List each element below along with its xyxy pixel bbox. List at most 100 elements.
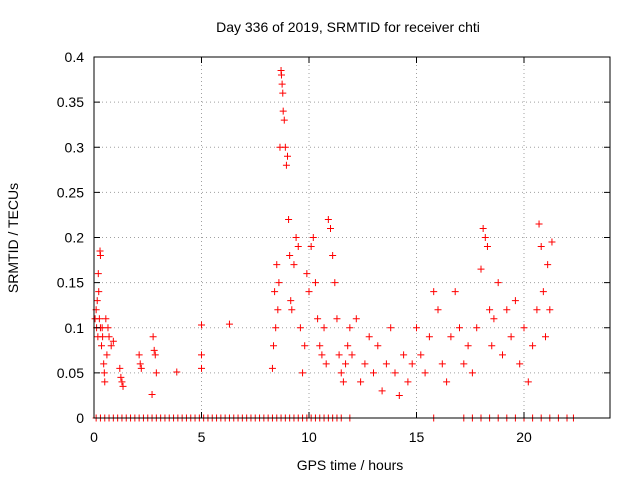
data-point (316, 342, 324, 350)
data-point (137, 364, 145, 372)
data-point (100, 369, 108, 377)
data-point (447, 333, 455, 341)
data-point (456, 324, 463, 332)
data-point (307, 243, 315, 251)
data-points (91, 67, 577, 422)
data-point (309, 234, 317, 241)
data-point (361, 360, 369, 368)
data-point (473, 324, 481, 332)
data-point (546, 306, 554, 314)
data-point (275, 279, 283, 287)
data-point (107, 342, 115, 350)
data-point (486, 306, 494, 314)
data-point (150, 346, 158, 354)
tick-marks (93, 56, 610, 419)
data-point (286, 252, 294, 260)
data-point (96, 252, 104, 260)
data-point (320, 324, 328, 332)
data-point (378, 387, 386, 395)
y-tick-label: 0.3 (65, 139, 85, 155)
data-point (284, 152, 291, 160)
data-point (279, 89, 287, 97)
data-point (280, 116, 288, 124)
data-point (479, 224, 487, 232)
data-point (331, 279, 339, 287)
data-point (387, 324, 395, 332)
data-point (151, 351, 159, 359)
data-point (281, 143, 289, 151)
y-tick-labels: 0 0.05 0.1 0.15 0.2 0.25 0.3 0.35 0.4 (57, 49, 84, 426)
x-tick-label: 10 (301, 429, 317, 445)
data-point (533, 306, 541, 314)
data-point (296, 324, 304, 332)
grid-lines (94, 57, 610, 418)
data-point (152, 369, 160, 377)
data-point (311, 279, 319, 287)
x-axis-title: GPS time / hours (297, 457, 404, 473)
plot-frame (93, 56, 611, 419)
x-tick-label: 5 (198, 429, 206, 445)
data-point (481, 234, 489, 241)
data-point (494, 279, 502, 287)
x-tick-label: 20 (516, 429, 532, 445)
data-point (314, 315, 322, 323)
data-point (288, 306, 296, 314)
data-point (102, 315, 110, 323)
data-point (198, 351, 205, 359)
data-point (94, 270, 102, 278)
data-point (417, 351, 425, 359)
data-point (348, 351, 356, 359)
data-point (430, 288, 438, 296)
data-point (305, 288, 313, 296)
y-axis-title: SRMTID / TECUs (5, 183, 21, 293)
data-point (370, 369, 377, 377)
data-point (451, 288, 459, 296)
data-point (365, 333, 373, 341)
data-point (329, 252, 337, 260)
data-point (520, 324, 528, 332)
data-point (516, 360, 524, 368)
data-point (294, 243, 302, 251)
y-tick-label: 0.25 (57, 184, 84, 200)
data-point (413, 324, 420, 332)
y-tick-label: 0.15 (57, 275, 84, 291)
data-point (270, 342, 278, 350)
data-point (118, 378, 126, 386)
data-point (198, 364, 205, 372)
data-point (438, 360, 446, 368)
y-tick-label: 0.05 (57, 365, 84, 381)
data-point (382, 360, 390, 368)
data-point (95, 315, 103, 323)
data-point (548, 238, 556, 246)
data-point (93, 297, 101, 305)
data-point (477, 265, 485, 273)
data-point (198, 321, 205, 329)
data-point (136, 360, 144, 368)
data-point (529, 342, 537, 350)
data-point (101, 378, 109, 386)
data-point (103, 351, 111, 359)
data-point (279, 107, 287, 115)
data-point (346, 324, 354, 332)
data-point (299, 369, 307, 377)
data-point (292, 234, 300, 241)
data-point (119, 382, 127, 390)
data-point (425, 333, 433, 341)
data-point (282, 161, 290, 169)
data-point (344, 342, 352, 350)
x-tick-labels: 0 5 10 15 20 (90, 429, 532, 445)
data-point (337, 369, 345, 377)
data-point (277, 71, 285, 79)
data-point (507, 333, 515, 341)
data-point (104, 324, 112, 332)
data-point (285, 215, 293, 223)
data-point (488, 342, 496, 350)
y-tick-label: 0.2 (65, 230, 85, 246)
data-point (434, 306, 442, 314)
data-point (421, 369, 429, 377)
data-point (404, 378, 412, 386)
data-point (318, 351, 326, 359)
data-point (327, 224, 334, 232)
data-point (544, 261, 552, 269)
